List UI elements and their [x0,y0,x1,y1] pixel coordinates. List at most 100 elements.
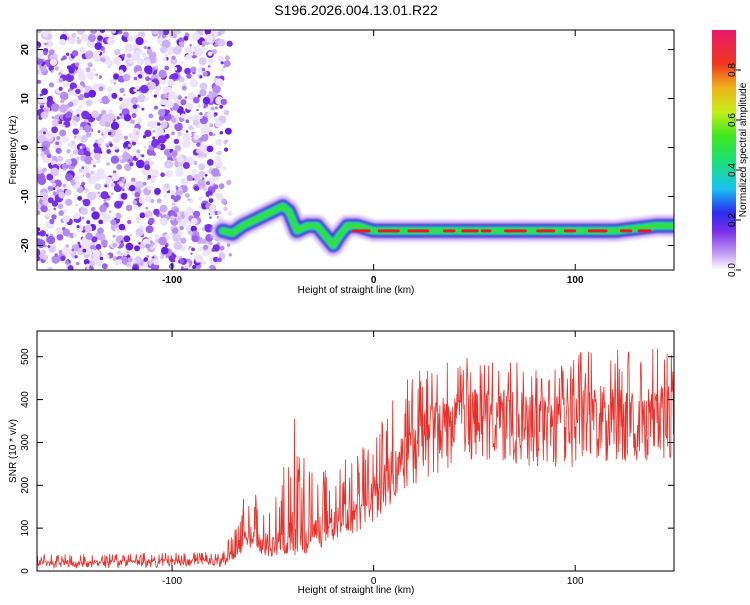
noise-speckle [201,43,205,47]
x-tick-label: 100 [567,275,584,286]
noise-speckle [93,153,101,160]
noise-speckle [85,232,93,240]
colorbar-tick-label: 0.4 [727,163,738,177]
x-tick-label: 0 [371,576,377,587]
noise-speckle [141,154,145,158]
noise-speckle [198,115,203,119]
noise-speckle [164,53,169,58]
x-tick-label: -100 [162,576,182,587]
noise-speckle [142,135,147,139]
noise-speckle [167,78,175,87]
noise-speckle [69,158,78,167]
noise-speckle [136,159,145,169]
noise-speckle [71,50,79,57]
noise-speckle [95,49,101,55]
noise-speckle [144,40,148,44]
noise-speckle [174,213,178,217]
noise-speckle [161,246,169,255]
chart-title: S196.2026.004.13.01.R22 [274,2,438,18]
noise-speckle [37,45,40,49]
noise-speckle [39,253,46,259]
noise-speckle [218,183,225,190]
noise-speckle [125,261,132,268]
noise-speckle [121,188,125,192]
noise-speckle [173,67,178,71]
noise-speckle [127,257,133,263]
noise-speckle [88,89,97,98]
noise-speckle [143,257,149,262]
noise-speckle [143,262,149,268]
noise-speckle [101,263,108,270]
y-tick-label: -10 [20,189,31,204]
noise-speckle [175,46,182,53]
noise-speckle [81,181,86,186]
noise-speckle [133,88,137,93]
noise-speckle [183,82,187,86]
noise-speckle [58,77,64,83]
noise-speckle [209,123,214,128]
noise-speckle [124,148,128,153]
noise-speckle [114,48,121,56]
noise-speckle [72,149,79,155]
noise-speckle [58,230,63,235]
noise-speckle [86,267,90,270]
noise-speckle [199,112,203,116]
noise-speckle [202,71,208,77]
noise-speckle [180,99,187,106]
noise-speckle [197,94,201,98]
noise-speckle [127,143,132,148]
noise-speckle [180,113,186,119]
noise-speckle [69,38,76,45]
noise-speckle [99,30,106,33]
noise-speckle [99,256,104,261]
noise-speckle [183,35,189,41]
noise-speckle [128,58,134,64]
noise-speckle [61,247,70,255]
noise-speckle [145,196,152,203]
noise-speckle [214,120,223,128]
noise-speckle [103,199,106,202]
noise-speckle [132,200,138,205]
plot-frame-top [36,29,675,271]
noise-speckle [176,215,183,222]
noise-speckle [198,196,203,201]
noise-speckle [132,104,138,109]
noise-speckle [116,116,120,120]
noise-speckle [54,66,60,71]
ridge-inner-band [220,203,674,248]
noise-speckle [95,243,102,250]
noise-speckle [132,266,137,270]
noise-speckle [107,37,116,46]
noise-speckle [50,179,54,184]
noise-speckle [102,134,107,140]
noise-speckle [118,97,123,101]
bottom-x-axis-label: Height of straight line (km) [298,585,415,596]
noise-speckle [221,67,225,71]
noise-speckle [57,203,64,209]
noise-speckle [220,98,227,106]
noise-speckle [45,234,49,237]
noise-speckle [81,216,85,220]
noise-speckle [191,32,201,41]
noise-speckle [144,59,151,66]
noise-speckle [199,75,203,79]
noise-speckle [77,148,84,156]
noise-speckle [168,91,177,100]
noise-speckle [129,162,134,167]
colorbar: 0.0 0.2 0.4 0.6 0.8 Normalized spectral ampl… [712,30,749,277]
noise-speckle [127,35,134,42]
noise-speckle [85,99,93,107]
noise-speckle [120,256,128,264]
noise-speckle [206,145,214,153]
noise-speckle [40,152,45,157]
y-tick-label: 20 [20,44,31,56]
noise-speckle [227,210,233,216]
noise-speckle [192,45,200,54]
noise-speckle [218,252,226,259]
noise-speckle [217,172,221,177]
noise-speckle [199,89,207,97]
noise-speckle [213,184,219,190]
noise-speckle [104,121,111,128]
noise-speckle [226,179,232,185]
noise-speckle [134,191,141,198]
